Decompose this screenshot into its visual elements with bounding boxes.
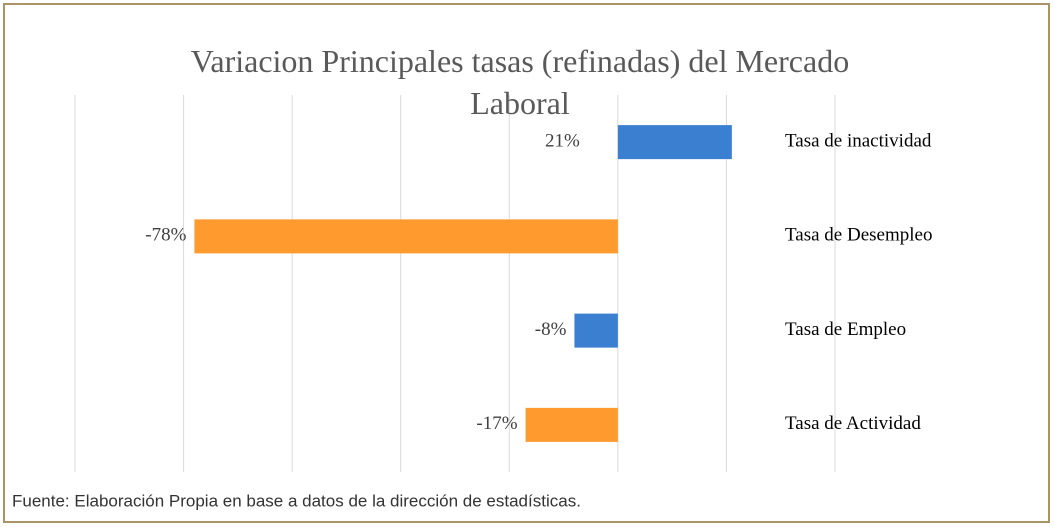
source-note: Fuente: Elaboración Propia en base a dat…: [12, 491, 581, 510]
bar: [194, 219, 618, 254]
category-label: Tasa de inactividad: [785, 130, 932, 151]
category-label: Tasa de Actividad: [785, 413, 921, 434]
chart-title: Variacion Principales tasas (refinadas) …: [190, 43, 850, 121]
bar: [525, 407, 618, 442]
bar: [574, 313, 618, 348]
value-label: -8%: [535, 319, 567, 340]
value-label: -78%: [145, 225, 186, 246]
value-label: 21%: [545, 130, 580, 151]
value-label: -17%: [476, 413, 517, 434]
bar: [617, 125, 732, 160]
category-label: Tasa de Empleo: [785, 319, 906, 340]
category-label: Tasa de Desempleo: [785, 225, 932, 246]
